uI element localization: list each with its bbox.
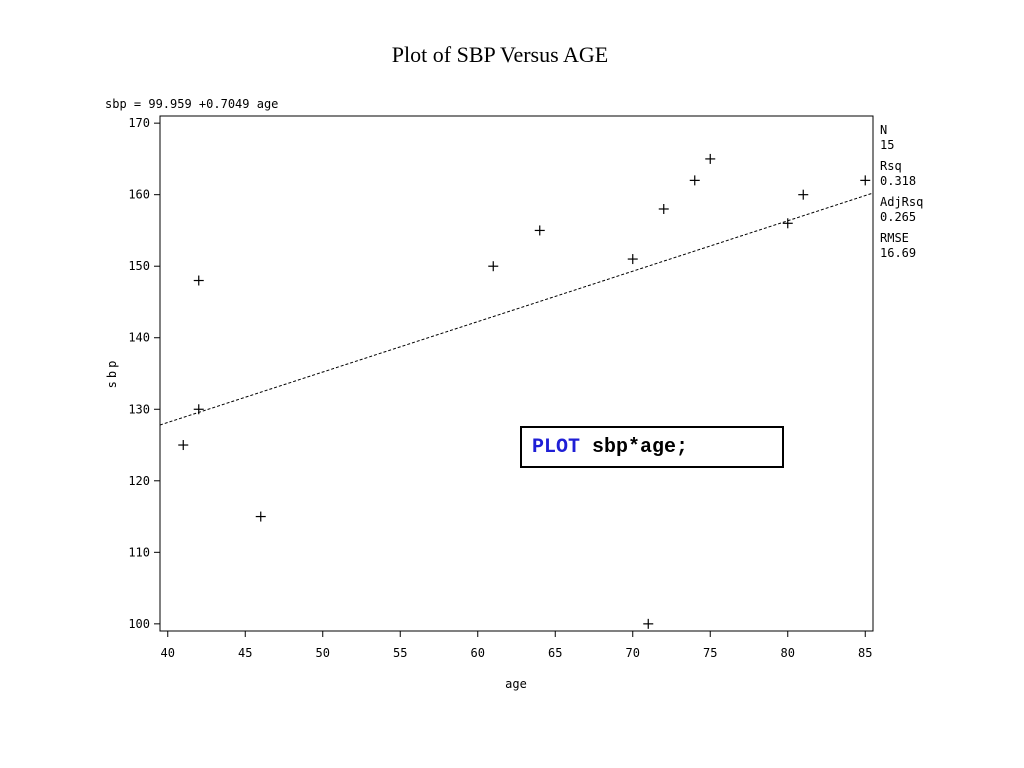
stat-label: AdjRsq	[880, 195, 924, 209]
x-tick-label: 55	[393, 646, 407, 660]
x-tick-label: 65	[548, 646, 562, 660]
y-axis-label: sbp	[105, 358, 119, 389]
data-point	[193, 404, 204, 415]
slide-title: Plot of SBP Versus AGE	[391, 42, 609, 67]
data-point	[193, 275, 204, 286]
data-point	[705, 153, 716, 164]
data-point	[178, 440, 189, 451]
stat-label: Rsq	[880, 159, 902, 173]
stat-value: 15	[880, 137, 895, 152]
y-tick-label: 170	[128, 116, 150, 130]
data-point	[534, 225, 545, 236]
fit-statistics-panel: N 15 Rsq 0.318 AdjRsq 0.265 RMSE 16.69	[880, 123, 924, 260]
y-tick-label: 160	[128, 188, 150, 202]
data-point	[488, 261, 499, 272]
x-tick-label: 50	[316, 646, 330, 660]
data-point	[658, 203, 669, 214]
data-point	[689, 175, 700, 186]
stat-n: N 15	[880, 123, 924, 152]
stat-label: RMSE	[880, 231, 909, 245]
stat-value: 0.265	[880, 209, 917, 224]
regression-line	[160, 192, 873, 426]
stat-adjrsq: AdjRsq 0.265	[880, 195, 924, 224]
x-tick-label: 75	[703, 646, 717, 660]
stat-label: N	[880, 123, 888, 137]
data-point	[627, 254, 638, 265]
x-tick-label: 85	[858, 646, 872, 660]
regression-equation: sbp = 99.959 +0.7049 age	[105, 97, 278, 111]
y-tick-label: 150	[128, 259, 150, 273]
data-point	[255, 511, 266, 522]
code-box: PLOT sbp*age;	[520, 426, 784, 468]
plot-frame	[159, 115, 874, 632]
stat-value: 0.318	[880, 173, 917, 188]
y-tick-label: 110	[128, 545, 150, 559]
x-tick-label: 70	[626, 646, 640, 660]
stat-value: 16.69	[880, 245, 917, 260]
x-tick-label: 45	[238, 646, 252, 660]
x-tick-label: 40	[161, 646, 175, 660]
y-tick-label: 130	[128, 402, 150, 416]
data-point	[860, 175, 871, 186]
x-tick-label: 80	[781, 646, 795, 660]
data-point	[782, 218, 793, 229]
stat-rsq: Rsq 0.318	[880, 159, 924, 188]
code-keyword: PLOT	[532, 436, 581, 459]
x-axis-label: age	[505, 677, 527, 691]
stat-rmse: RMSE 16.69	[880, 231, 924, 260]
data-point	[643, 618, 654, 629]
code-statement: sbp*age;	[580, 436, 689, 459]
data-point	[798, 189, 809, 200]
y-tick-label: 120	[128, 474, 150, 488]
x-tick-label: 60	[471, 646, 485, 660]
y-tick-label: 140	[128, 331, 150, 345]
y-tick-label: 100	[128, 617, 150, 631]
